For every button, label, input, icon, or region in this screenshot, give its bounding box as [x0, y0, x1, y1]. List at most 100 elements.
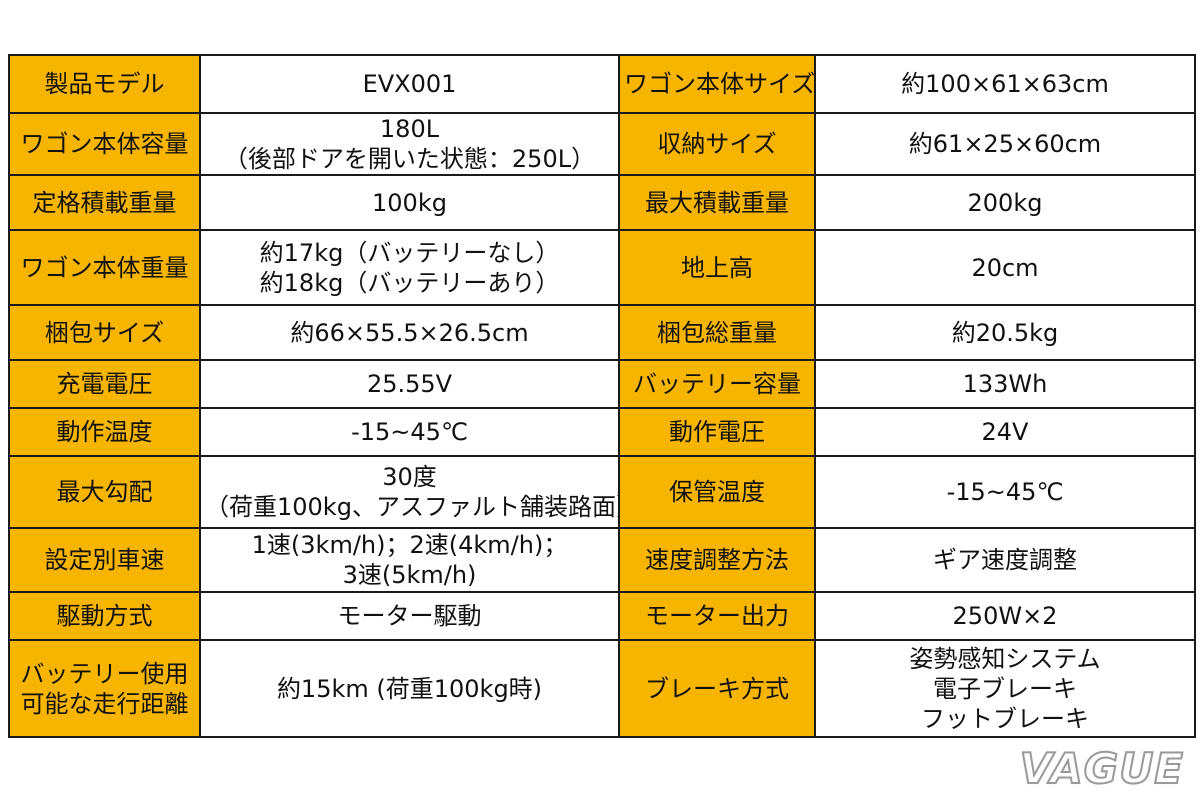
spec-label-line: 収納サイズ	[657, 130, 777, 158]
spec-value-line: フットブレーキ	[921, 704, 1089, 733]
spec-row: 製品モデル EVX001 ワゴン本体サイズ 約100×61×63cm	[8, 54, 1196, 114]
spec-value-left: 30度 （荷重100kg、アスファルト舗装路面）	[199, 455, 620, 529]
spec-value-left: 180L （後部ドアを開いた状態：250L）	[199, 112, 620, 176]
spec-value-line: -15~45℃	[351, 418, 468, 446]
spec-label-right: ブレーキ方式	[618, 639, 816, 738]
spec-table: 製品モデル EVX001 ワゴン本体サイズ 約100×61×63cm ワゴン本体容量 18…	[8, 54, 1196, 738]
spec-value-left: 約66×55.5×26.5cm	[199, 304, 620, 361]
spec-table-body: 製品モデル EVX001 ワゴン本体サイズ 約100×61×63cm ワゴン本体容量 18…	[8, 54, 1196, 738]
spec-row: 動作温度 -15~45℃ 動作電圧 24V	[8, 407, 1196, 457]
spec-value-line: 30度	[382, 463, 437, 491]
spec-label-line: 定格積載重量	[32, 188, 177, 217]
spec-value-line: 約66×55.5×26.5cm	[290, 318, 529, 347]
spec-row: 最大勾配 30度 （荷重100kg、アスファルト舗装路面） 保管温度 -15~45℃	[8, 455, 1196, 529]
spec-value-line: 25.55V	[366, 370, 453, 398]
spec-label-line: 動作電圧	[669, 418, 765, 446]
spec-label-line: 設定別車速	[44, 546, 165, 574]
spec-value-line: ギア速度調整	[933, 546, 1077, 574]
spec-value-line: モーター駆動	[337, 602, 482, 630]
spec-value-left: 25.55V	[199, 359, 620, 409]
spec-label-left: 設定別車速	[8, 527, 201, 593]
spec-label-right: モーター出力	[618, 591, 816, 641]
spec-label-line: 駆動方式	[56, 602, 153, 630]
spec-value-right: 20cm	[814, 229, 1196, 306]
spec-label-left: 製品モデル	[8, 54, 201, 114]
spec-row: 梱包サイズ 約66×55.5×26.5cm 梱包総重量 約20.5kg	[8, 304, 1196, 361]
spec-value-line: 133Wh	[962, 370, 1048, 398]
spec-value-line: 約61×25×60cm	[908, 130, 1102, 158]
spec-label-left: ワゴン本体容量	[8, 112, 201, 176]
spec-value-line: 姿勢感知システム	[909, 644, 1101, 673]
spec-value-line: 250W×2	[952, 602, 1058, 630]
spec-label-left: 最大勾配	[8, 455, 201, 529]
spec-label-line: ワゴン本体重量	[20, 253, 189, 282]
spec-label-left: 駆動方式	[8, 591, 201, 641]
spec-label-left: 梱包サイズ	[8, 304, 201, 361]
spec-label-line: 製品モデル	[44, 70, 165, 98]
spec-label-line: 最大積載重量	[645, 188, 789, 217]
spec-value-line: 約20.5kg	[951, 318, 1059, 347]
spec-row: バッテリー使用 可能な走行距離 約15km (荷重100kg時) ブレーキ方式 姿勢感知…	[8, 639, 1196, 738]
spec-value-line: 1速(3km/h)；2速(4km/h)；	[251, 531, 568, 559]
spec-label-left: 定格積載重量	[8, 174, 201, 231]
spec-value-right: -15~45℃	[814, 455, 1196, 529]
spec-label-line: 可能な走行距離	[20, 689, 189, 718]
spec-label-right: バッテリー容量	[618, 359, 816, 409]
spec-value-right: 200kg	[814, 174, 1196, 231]
spec-value-line: 100kg	[372, 188, 447, 217]
spec-value-line: （荷重100kg、アスファルト舗装路面）	[205, 493, 619, 521]
spec-label-right: 動作電圧	[618, 407, 816, 457]
spec-row: 定格積載重量 100kg 最大積載重量 200kg	[8, 174, 1196, 231]
spec-value-right: 約61×25×60cm	[814, 112, 1196, 176]
spec-label-line: 地上高	[681, 253, 753, 282]
spec-label-right: 収納サイズ	[618, 112, 816, 176]
spec-label-right: 速度調整方法	[618, 527, 816, 593]
spec-label-line: 保管温度	[669, 478, 765, 506]
spec-label-left: バッテリー使用 可能な走行距離	[8, 639, 201, 738]
spec-label-right: 保管温度	[618, 455, 816, 529]
spec-label-line: ワゴン本体容量	[20, 130, 189, 158]
spec-value-right: ギア速度調整	[814, 527, 1196, 593]
spec-value-line: 180L	[379, 115, 440, 143]
spec-value-line: -15~45℃	[946, 478, 1064, 506]
spec-label-line: モーター出力	[645, 602, 789, 630]
spec-label-line: 動作温度	[56, 418, 153, 446]
spec-value-right: 姿勢感知システム 電子ブレーキ フットブレーキ	[814, 639, 1196, 738]
spec-value-left: -15~45℃	[199, 407, 620, 457]
spec-row: 駆動方式 モーター駆動 モーター出力 250W×2	[8, 591, 1196, 641]
spec-value-left: 100kg	[199, 174, 620, 231]
spec-value-line: 3速(5km/h)	[342, 561, 477, 589]
spec-value-line: 約100×61×63cm	[901, 70, 1109, 98]
spec-label-line: 速度調整方法	[645, 546, 789, 574]
spec-value-right: 24V	[814, 407, 1196, 457]
spec-label-left: 動作温度	[8, 407, 201, 457]
spec-value-left: モーター駆動	[199, 591, 620, 641]
spec-value-line: EVX001	[362, 70, 457, 98]
spec-value-line: 24V	[981, 418, 1029, 446]
spec-row: ワゴン本体容量 180L （後部ドアを開いた状態：250L） 収納サイズ 約61×25×…	[8, 112, 1196, 176]
spec-label-right: 最大積載重量	[618, 174, 816, 231]
spec-label-right: 地上高	[618, 229, 816, 306]
spec-value-left: EVX001	[199, 54, 620, 114]
spec-value-line: 200kg	[967, 188, 1043, 217]
spec-value-right: 250W×2	[814, 591, 1196, 641]
spec-value-right: 約100×61×63cm	[814, 54, 1196, 114]
spec-row: 充電電圧 25.55V バッテリー容量 133Wh	[8, 359, 1196, 409]
vague-logo-watermark: VAGUE	[1019, 743, 1184, 794]
spec-label-left: 充電電圧	[8, 359, 201, 409]
spec-label-right: 梱包総重量	[618, 304, 816, 361]
spec-label-line: ワゴン本体サイズ	[624, 70, 815, 98]
spec-value-line: 約15km (荷重100kg時)	[276, 674, 543, 703]
spec-label-line: バッテリー容量	[633, 370, 801, 398]
spec-label-line: バッテリー使用	[20, 659, 189, 688]
spec-value-line: 約18kg（バッテリーあり）	[259, 268, 560, 297]
spec-value-left: 約17kg（バッテリーなし） 約18kg（バッテリーあり）	[199, 229, 620, 306]
spec-value-left: 1速(3km/h)；2速(4km/h)； 3速(5km/h)	[199, 527, 620, 593]
spec-label-left: ワゴン本体重量	[8, 229, 201, 306]
spec-label-line: ブレーキ方式	[645, 674, 789, 703]
spec-value-line: （後部ドアを開いた状態：250L）	[223, 145, 596, 173]
spec-value-line: 電子ブレーキ	[933, 674, 1077, 703]
spec-row: ワゴン本体重量 約17kg（バッテリーなし） 約18kg（バッテリーあり） 地上高 20…	[8, 229, 1196, 306]
spec-label-line: 最大勾配	[56, 478, 153, 506]
spec-value-right: 133Wh	[814, 359, 1196, 409]
